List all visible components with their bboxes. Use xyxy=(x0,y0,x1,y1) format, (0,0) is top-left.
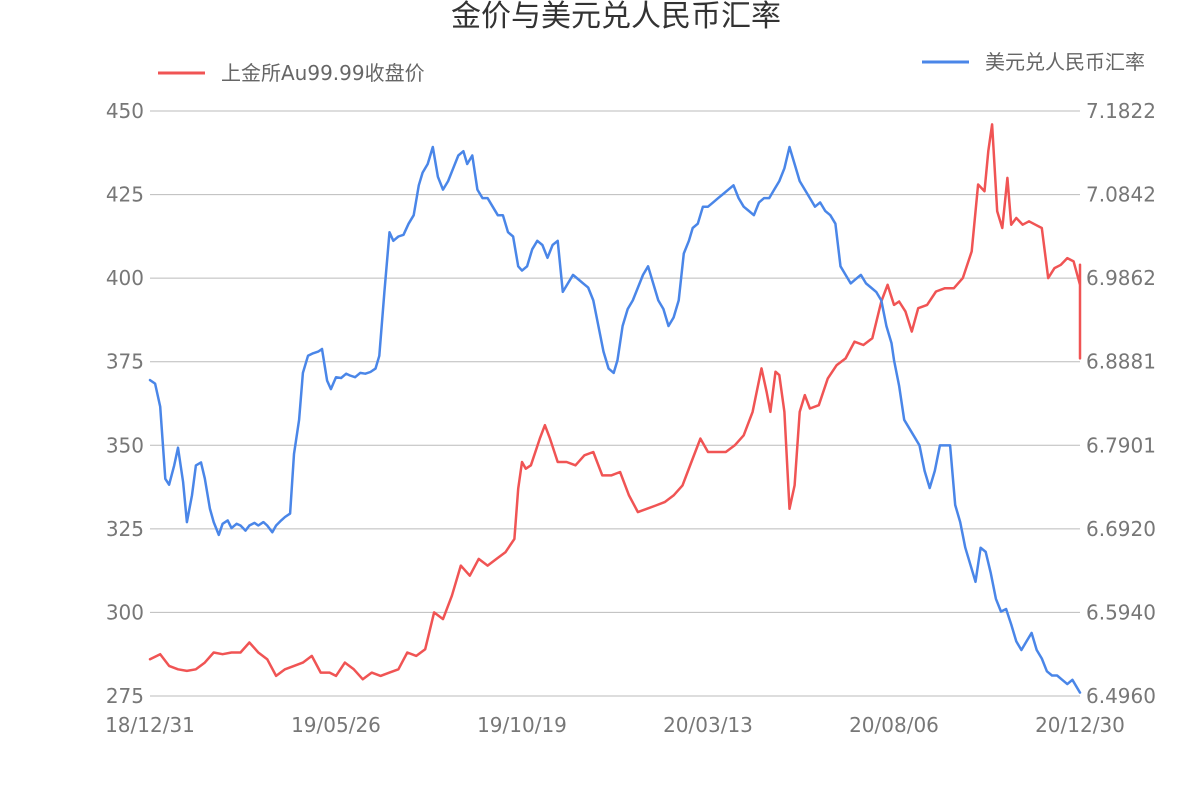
left-tick-label: 450 xyxy=(106,99,144,123)
left-tick-label: 275 xyxy=(106,684,144,708)
right-tick-label: 7.0842 xyxy=(1086,183,1156,207)
gridlines xyxy=(150,110,1080,697)
right-tick-label: 6.5940 xyxy=(1086,600,1156,624)
legend-fx: 美元兑人民币汇率 xyxy=(922,50,1145,74)
x-tick-label: 19/10/19 xyxy=(477,713,567,737)
gold-price-line xyxy=(148,123,1082,681)
x-tick-label: 20/12/30 xyxy=(1035,713,1125,737)
left-tick-label: 375 xyxy=(106,350,144,374)
right-tick-label: 6.8881 xyxy=(1086,350,1156,374)
right-tick-label: 6.4960 xyxy=(1086,684,1156,708)
left-tick-label: 425 xyxy=(106,183,144,207)
x-axis: 18/12/31 19/05/26 19/10/19 20/03/13 20/08/06… xyxy=(105,713,1125,737)
x-tick-label: 18/12/31 xyxy=(105,713,195,737)
right-tick-label: 6.7901 xyxy=(1086,433,1156,457)
legend-gold-label: 上金所Au99.99收盘价 xyxy=(221,61,425,85)
right-tick-label: 6.6920 xyxy=(1086,517,1156,541)
x-tick-label: 19/05/26 xyxy=(291,713,381,737)
left-tick-label: 300 xyxy=(106,600,144,624)
chart-title: 金价与美元兑人民币汇率 xyxy=(451,0,781,34)
left-tick-label: 400 xyxy=(106,266,144,290)
x-tick-label: 20/03/13 xyxy=(663,713,753,737)
x-tick-label: 20/08/06 xyxy=(849,713,939,737)
usd-cny-line xyxy=(148,145,1082,694)
left-tick-label: 350 xyxy=(106,433,144,457)
right-tick-label: 7.1822 xyxy=(1086,99,1156,123)
legend-gold: 上金所Au99.99收盘价 xyxy=(158,61,425,85)
left-axis: 275 300 325 350 375 400 425 450 xyxy=(106,99,144,708)
legend-fx-label: 美元兑人民币汇率 xyxy=(985,50,1145,74)
right-axis: 6.4960 6.5940 6.6920 6.7901 6.8881 6.9862 7.08… xyxy=(1086,99,1156,708)
left-tick-label: 325 xyxy=(106,517,144,541)
series-layer xyxy=(148,123,1082,694)
right-tick-label: 6.9862 xyxy=(1086,266,1156,290)
